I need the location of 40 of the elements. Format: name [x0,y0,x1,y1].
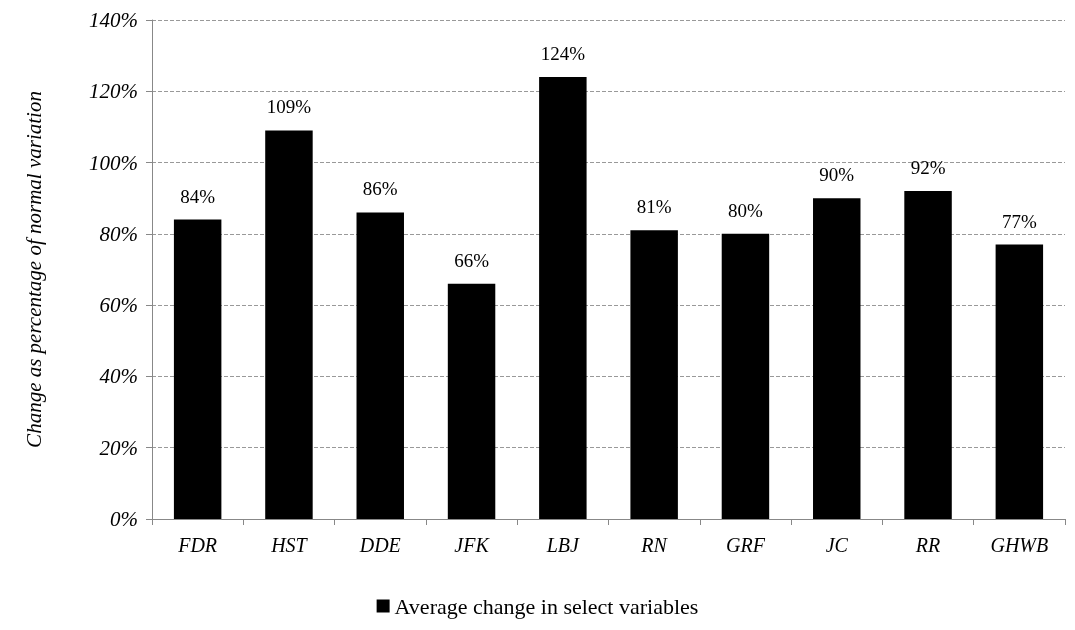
data-label: 86% [362,178,398,200]
bar [904,191,952,519]
bar [173,219,222,519]
bar [813,198,861,519]
bar [265,130,313,519]
x-tick-label: RR [914,534,941,556]
data-label: 77% [1001,210,1037,232]
data-label: 90% [819,164,855,186]
x-tick-label: LBJ [545,534,581,556]
bar [539,77,587,519]
x-tick-label: JC [825,534,849,556]
legend-label: Average change in select variables [394,593,699,619]
x-tick-label: GRF [726,534,766,556]
x-tick-label: FDR [177,534,218,556]
y-tick-label: 40% [99,364,138,389]
data-label: 66% [454,249,490,271]
y-tick-label: 60% [99,293,138,318]
y-tick-label: 140% [89,8,138,32]
y-tick-label: 0% [110,507,138,531]
bar [447,283,496,519]
x-tick-label: DDE [358,534,401,556]
x-tick-label: GHWB [990,534,1049,556]
y-tick-label: 100% [89,150,138,175]
data-label: 81% [636,196,672,218]
bar [995,244,1044,519]
x-tick-label: RN [640,534,669,556]
y-tick-label: 20% [99,435,138,460]
y-tick-label: 120% [89,79,138,104]
bar [630,230,678,519]
y-tick-label: 80% [99,221,138,246]
y-axis-title: Change as percentage of normal variation [21,91,46,448]
x-tick-label: HST [270,534,309,556]
data-label: 84% [180,185,216,207]
data-label: 109% [266,96,312,118]
x-tick-label: JFK [454,534,491,556]
bar [721,233,770,519]
data-label: 80% [728,199,764,221]
data-label: 92% [910,157,946,179]
data-label: 124% [540,43,586,65]
bar [356,212,404,519]
